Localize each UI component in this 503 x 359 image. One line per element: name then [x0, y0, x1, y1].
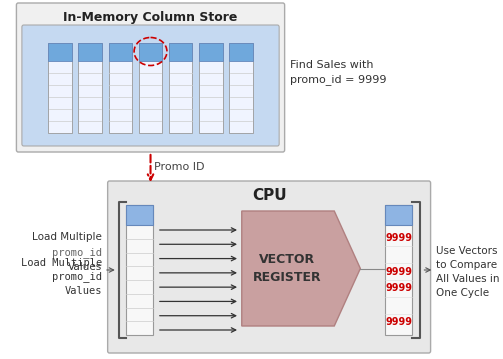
- Bar: [385, 205, 412, 225]
- Polygon shape: [242, 211, 360, 326]
- Bar: [139, 42, 162, 132]
- Text: 9999: 9999: [385, 317, 412, 327]
- Bar: [48, 42, 72, 132]
- FancyBboxPatch shape: [17, 3, 285, 152]
- FancyBboxPatch shape: [108, 181, 431, 353]
- Bar: [199, 42, 223, 61]
- FancyBboxPatch shape: [22, 25, 279, 146]
- Text: promo_id: promo_id: [52, 248, 102, 258]
- Text: In-Memory Column Store: In-Memory Column Store: [63, 10, 238, 23]
- Text: Promo ID: Promo ID: [154, 162, 205, 172]
- Text: 9999: 9999: [385, 266, 412, 276]
- Bar: [78, 42, 102, 132]
- Text: 9999: 9999: [385, 284, 412, 293]
- Text: Use Vectors
to Compare
All Values in
One Cycle: Use Vectors to Compare All Values in One…: [436, 246, 499, 298]
- Text: VECTOR
REGISTER: VECTOR REGISTER: [253, 253, 321, 284]
- Text: Find Sales with
promo_id = 9999: Find Sales with promo_id = 9999: [290, 60, 387, 85]
- Bar: [109, 42, 132, 132]
- Bar: [139, 42, 162, 61]
- Bar: [109, 42, 132, 61]
- Bar: [78, 42, 102, 61]
- Text: CPU: CPU: [252, 188, 286, 204]
- Text: 9999: 9999: [385, 233, 412, 243]
- Text: Values: Values: [68, 262, 102, 272]
- Bar: [229, 42, 253, 61]
- Bar: [126, 205, 153, 225]
- Bar: [385, 205, 412, 335]
- Bar: [169, 42, 193, 61]
- Text: Load Multiple: Load Multiple: [32, 232, 102, 242]
- Bar: [199, 42, 223, 132]
- Text: Load Multiple
promo_id
Values: Load Multiple promo_id Values: [21, 257, 102, 297]
- Bar: [169, 42, 193, 132]
- Bar: [126, 205, 153, 335]
- Bar: [229, 42, 253, 132]
- Bar: [48, 42, 72, 61]
